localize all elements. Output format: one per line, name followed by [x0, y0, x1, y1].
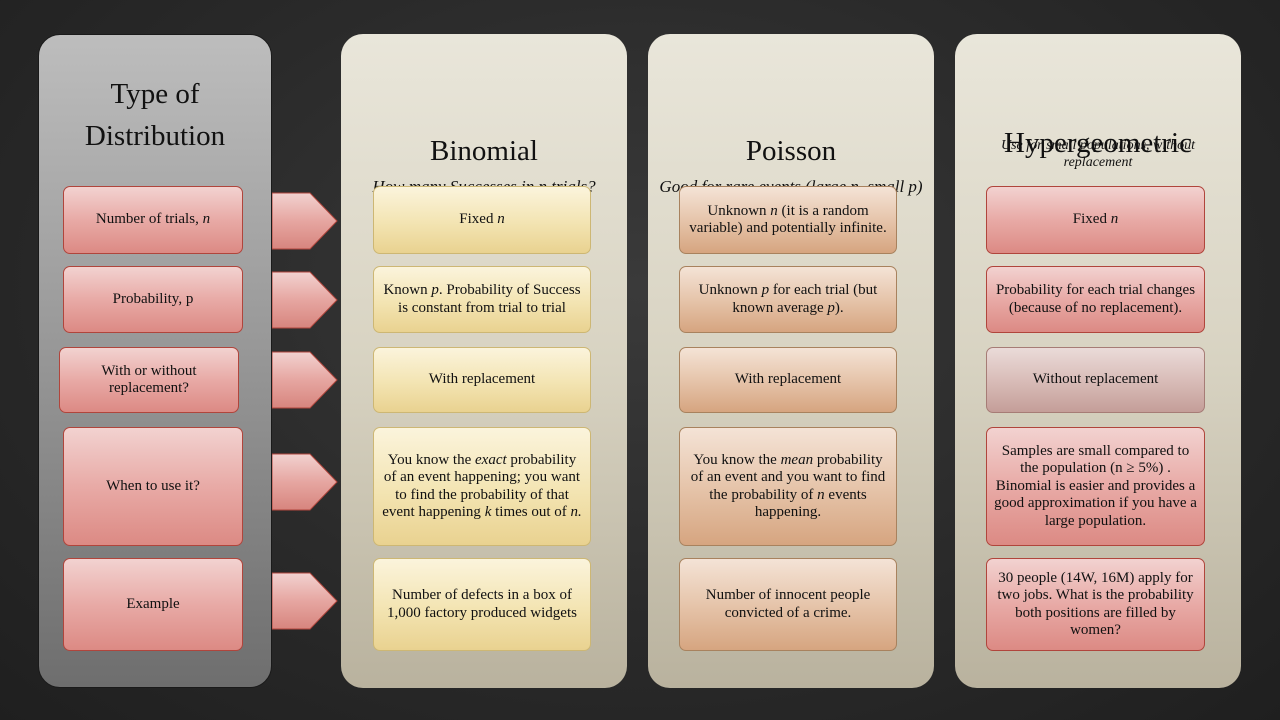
poisson-replacement-text: With replacement: [734, 371, 842, 388]
binomial-when-em: exact: [475, 451, 507, 468]
binomial-prob-var: p: [431, 282, 439, 298]
labels-title-line1: Type of: [110, 78, 200, 110]
poisson-trials-a: Unknown: [707, 202, 771, 219]
binomial-when-c: times out of: [491, 504, 571, 520]
hypergeometric-replacement-text: Without replacement: [1032, 371, 1159, 388]
hypergeometric-when-text: Samples are small compared to the popula…: [994, 442, 1197, 529]
poisson-prob-b: for each trial (but known average: [732, 282, 878, 316]
poisson-prob-var2: p: [827, 299, 835, 316]
poisson-trials-var: n: [770, 202, 778, 219]
row-label-trials-text: Number of trials,: [95, 211, 203, 228]
binomial-replacement-text: With replacement: [428, 371, 536, 388]
hypergeometric-probability: Probability for each trial changes (beca…: [986, 266, 1205, 333]
binomial-when-n: n.: [570, 504, 582, 520]
row-label-replacement: With or without replacement?: [59, 347, 239, 413]
hypergeometric-example: 30 people (14W, 16M) apply for two jobs.…: [986, 558, 1205, 651]
binomial-example-text: Number of defects in a box of 1,000 fact…: [387, 587, 577, 621]
binomial-trials-text: Fixed: [459, 211, 498, 228]
poisson-prob-a: Unknown: [698, 282, 762, 298]
labels-title: Type of Distribution: [39, 73, 271, 157]
hypergeometric-subtitle: Use for small populations, without repla…: [1000, 138, 1196, 170]
arrow-icon: [272, 271, 338, 329]
labels-title-line2: Distribution: [84, 120, 226, 152]
hypergeometric-replacement: Without replacement: [986, 347, 1205, 413]
binomial-trials: Fixed n: [373, 186, 591, 254]
hypergeometric-title: Hypergeometric: [1004, 127, 1192, 159]
binomial-probability: Known p. Probability of Success is const…: [373, 266, 591, 333]
poisson-when-c: events happening.: [754, 486, 867, 521]
hypergeometric-trials-var: n: [1110, 211, 1119, 228]
arrow-icon: [272, 192, 338, 250]
row-label-replacement-text: With or without replacement?: [101, 362, 197, 397]
poisson-when-em: mean: [780, 451, 814, 468]
poisson-replacement: With replacement: [679, 347, 897, 413]
poisson-example: Number of innocent people convicted of a…: [679, 558, 897, 651]
arrow-icon: [272, 351, 338, 409]
row-label-example-text: Example: [126, 595, 180, 612]
binomial-title: Binomial: [430, 135, 538, 167]
binomial-when-b: probability of an event happening; you w…: [382, 451, 581, 521]
row-label-when: When to use it?: [63, 427, 243, 546]
poisson-when-a: You know the: [693, 451, 781, 468]
binomial-example: Number of defects in a box of 1,000 fact…: [373, 558, 591, 651]
row-label-trials-var: n: [202, 211, 211, 228]
row-label-probability: Probability, p: [63, 266, 243, 333]
row-label-example: Example: [63, 558, 243, 651]
poisson-example-text: Number of innocent people convicted of a…: [705, 587, 871, 621]
poisson-probability: Unknown p for each trial (but known aver…: [679, 266, 897, 333]
row-label-trials: Number of trials, n: [63, 186, 243, 254]
poisson-when-b: probability of an event and you want to …: [690, 451, 886, 503]
hypergeometric-trials-text: Fixed: [1072, 211, 1111, 228]
arrow-icon: [272, 453, 338, 511]
arrow-icon: [272, 572, 338, 630]
binomial-when-a: You know the: [387, 451, 476, 468]
hypergeometric-when: Samples are small compared to the popula…: [986, 427, 1205, 546]
binomial-replacement: With replacement: [373, 347, 591, 413]
row-label-probability-text: Probability, p: [112, 290, 194, 307]
binomial-when: You know the exact probability of an eve…: [373, 427, 591, 546]
hypergeometric-trials: Fixed n: [986, 186, 1205, 254]
poisson-prob-c: ).: [834, 299, 844, 316]
poisson-when: You know the mean probability of an even…: [679, 427, 897, 546]
binomial-when-k: k: [484, 504, 492, 520]
poisson-trials-b: (it is a random variable) and potentiall…: [689, 202, 887, 237]
poisson-prob-var: p: [761, 282, 770, 298]
poisson-trials: Unknown n (it is a random variable) and …: [679, 186, 897, 254]
binomial-prob-b: . Probability of Success is constant fro…: [398, 282, 581, 316]
binomial-prob-a: Known: [383, 282, 432, 298]
hypergeometric-probability-text: Probability for each trial changes (beca…: [995, 282, 1196, 316]
poisson-when-n: n: [817, 486, 825, 503]
binomial-trials-var: n: [497, 211, 505, 228]
row-label-when-text: When to use it?: [106, 477, 200, 494]
hypergeometric-example-text: 30 people (14W, 16M) apply for two jobs.…: [997, 569, 1194, 639]
poisson-title: Poisson: [745, 135, 837, 167]
